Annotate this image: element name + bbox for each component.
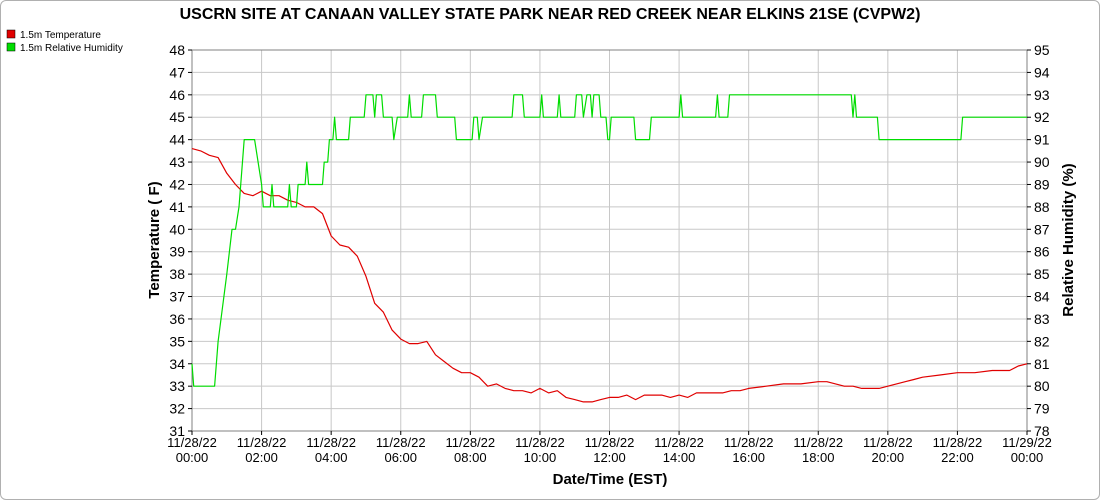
y-tick-label: 35	[169, 333, 185, 349]
series-layer	[191, 94, 1028, 403]
temperature-series-line	[191, 148, 1028, 403]
y2-tick-label: 81	[1034, 356, 1050, 372]
legend-label-temperature: 1.5m Temperature	[20, 30, 101, 41]
y2-tick-label: 88	[1034, 199, 1050, 215]
humidity-series-line	[191, 94, 1027, 387]
legend-swatch-temperature	[6, 29, 16, 39]
x-tick-time: 08:00	[454, 450, 487, 465]
x-tick-date: 11/28/22	[863, 435, 913, 450]
y2-tick-label: 95	[1034, 42, 1050, 58]
x-tick-date: 11/28/22	[515, 435, 565, 450]
y2-tick-label: 90	[1034, 154, 1050, 170]
x-tick-time: 18:00	[802, 450, 835, 465]
y-tick-label: 37	[169, 289, 185, 305]
y2-tick-label: 79	[1034, 401, 1050, 417]
y-tick-label: 31	[169, 423, 185, 439]
y-tick-label: 36	[169, 311, 185, 327]
x-tick-time: 02:00	[245, 450, 278, 465]
x-tick-date: 11/28/22	[933, 435, 983, 450]
y2-tick-label: 92	[1034, 109, 1050, 125]
x-tick-time: 12:00	[593, 450, 626, 465]
y-tick-label: 32	[169, 401, 185, 417]
y-tick-label: 48	[169, 42, 185, 58]
y-axis-label: Temperature ( F)	[146, 181, 163, 298]
y-tick-label: 47	[169, 64, 185, 80]
x-tick-date: 11/28/22	[585, 435, 635, 450]
y2-tick-label: 87	[1034, 221, 1050, 237]
legend: 1.5m Temperature 1.5m Relative Humidity	[6, 29, 123, 54]
x-tick-time: 22:00	[941, 450, 974, 465]
x-tick-time: 14:00	[663, 450, 696, 465]
y-tick-label: 34	[169, 356, 185, 372]
y-axis-right: 78 79 80 81 82 83 84 85 86 87 88 89 90 91 92 93 94 95	[1027, 42, 1050, 439]
y-tick-label: 44	[169, 132, 185, 148]
x-tick-date: 11/28/22	[724, 435, 774, 450]
gridlines	[191, 49, 1028, 432]
x-tick-time: 00:00	[176, 450, 209, 465]
y2-tick-label: 91	[1034, 132, 1050, 148]
y2-tick-label: 85	[1034, 266, 1050, 282]
x-tick-time: 10:00	[524, 450, 557, 465]
x-axis: 11/28/2200:0011/28/2202:0011/28/2204:001…	[167, 431, 1052, 465]
y2-tick-label: 86	[1034, 244, 1050, 260]
y2-tick-label: 93	[1034, 87, 1050, 103]
x-tick-date: 11/28/22	[376, 435, 426, 450]
x-tick-date: 11/28/22	[793, 435, 843, 450]
legend-swatch-humidity	[6, 42, 16, 52]
x-tick-time: 16:00	[732, 450, 765, 465]
y2-tick-label: 82	[1034, 333, 1050, 349]
y-axis-left: 31 32 33 34 35 36 37 38 39 40 41 42 43 44 45 46 47 48	[169, 42, 192, 439]
x-tick-date: 11/29/22	[1002, 435, 1052, 450]
legend-label-humidity: 1.5m Relative Humidity	[20, 43, 123, 54]
x-tick-time: 06:00	[384, 450, 417, 465]
x-tick-date: 11/28/22	[167, 435, 217, 450]
y2-tick-label: 83	[1034, 311, 1050, 327]
y2-tick-label: 80	[1034, 378, 1050, 394]
x-tick-time: 00:00	[1011, 450, 1044, 465]
y-tick-label: 43	[169, 154, 185, 170]
x-tick-time: 04:00	[315, 450, 348, 465]
y2-tick-label: 78	[1034, 423, 1050, 439]
chart-title: USCRN SITE AT CANAAN VALLEY STATE PARK N…	[180, 6, 921, 23]
y-tick-label: 41	[169, 199, 185, 215]
y-tick-label: 38	[169, 266, 185, 282]
y-tick-label: 39	[169, 244, 185, 260]
x-tick-date: 11/28/22	[654, 435, 704, 450]
y-tick-label: 42	[169, 176, 185, 192]
y2-axis-label: Relative Humidity (%)	[1060, 163, 1077, 316]
x-tick-time: 20:00	[872, 450, 905, 465]
y2-tick-label: 89	[1034, 176, 1050, 192]
y-tick-label: 33	[169, 378, 185, 394]
y2-tick-label: 84	[1034, 289, 1050, 305]
x-axis-label: Date/Time (EST)	[553, 471, 668, 488]
y-tick-label: 46	[169, 87, 185, 103]
x-tick-date: 11/28/22	[237, 435, 287, 450]
y2-tick-label: 94	[1034, 64, 1050, 80]
x-tick-date: 11/28/22	[306, 435, 356, 450]
y-tick-label: 45	[169, 109, 185, 125]
y-tick-label: 40	[169, 221, 185, 237]
x-tick-date: 11/28/22	[446, 435, 496, 450]
